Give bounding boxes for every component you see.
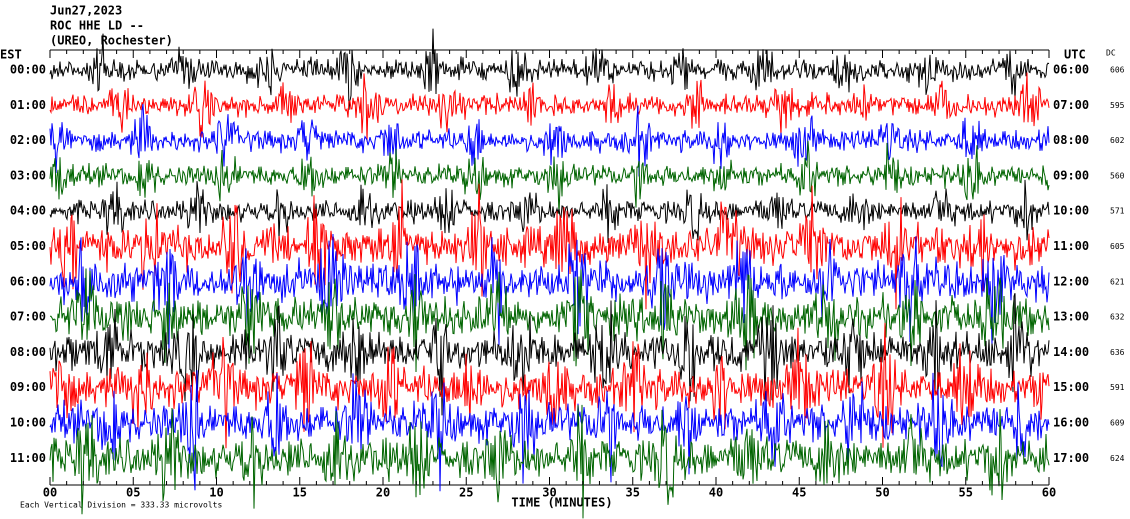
x-tick-label: 20 [376,486,390,500]
trace [49,140,1050,214]
est-label: 07:00 [10,310,46,324]
x-tick-label: 25 [459,486,473,500]
dc-label: 602 [1110,136,1125,145]
dc-title: DC [1106,49,1116,58]
x-tick-label: 05 [126,486,140,500]
dc-label: 560 [1110,171,1125,180]
dc-label: 605 [1110,242,1125,251]
traces [49,28,1050,519]
est-label: 05:00 [10,239,46,253]
trace [49,322,1050,449]
est-label: 08:00 [10,345,46,359]
dc-label: 632 [1110,313,1125,322]
dc-label: 621 [1110,277,1125,286]
est-label: 09:00 [10,380,46,394]
dc-label: 591 [1110,383,1125,392]
trace [49,28,1050,110]
x-tick-label: 00 [43,486,57,500]
station: ROC HHE LD -- [50,19,144,33]
location: (UREO, Rochester) [50,34,173,48]
trace [49,179,1050,244]
utc-label: 07:00 [1053,98,1089,112]
est-label: 00:00 [10,63,46,77]
est-label: 01:00 [10,98,46,112]
x-tick-label: 30 [542,486,556,500]
x-tick-label: 45 [792,486,806,500]
utc-label: 11:00 [1053,239,1089,253]
trace [49,370,1050,492]
x-tick-label: 40 [709,486,723,500]
dc-label: 636 [1110,348,1125,357]
right-axis-title: UTC [1064,48,1086,62]
utc-label: 06:00 [1053,63,1089,77]
x-tick-label: 50 [875,486,889,500]
dc-label: 606 [1110,66,1125,75]
dc-label: 571 [1110,207,1125,216]
x-axis-title: TIME (MINUTES) [511,496,612,510]
est-label: 11:00 [10,451,46,465]
est-label: 04:00 [10,204,46,218]
trace [49,179,1050,310]
dc-label: 595 [1110,101,1125,110]
trace [49,72,1050,142]
utc-label: 15:00 [1053,380,1089,394]
x-tick-label: 10 [209,486,223,500]
x-tick-label: 35 [626,486,640,500]
x-tick-label: 15 [293,486,307,500]
est-label: 02:00 [10,133,46,147]
trace [50,268,1050,373]
est-label: 06:00 [10,274,46,288]
x-tick-label: 60 [1042,486,1056,500]
utc-label: 12:00 [1053,274,1089,288]
utc-label: 08:00 [1053,133,1089,147]
utc-label: 14:00 [1053,345,1089,359]
est-label: 10:00 [10,416,46,430]
dc-label: 624 [1110,454,1125,463]
footer: Each Vertical Division = 333.33 microvol… [20,501,222,510]
date: Jun27,2023 [50,4,122,18]
utc-label: 13:00 [1053,310,1089,324]
trace [49,103,1050,177]
utc-label: 16:00 [1053,416,1089,430]
left-axis-title: EST [0,48,22,62]
trace [49,404,1050,519]
trace [49,233,1050,352]
utc-label: 17:00 [1053,451,1089,465]
utc-label: 09:00 [1053,168,1089,182]
utc-label: 10:00 [1053,204,1089,218]
dc-label: 609 [1110,419,1125,428]
est-label: 03:00 [10,168,46,182]
x-tick-label: 55 [959,486,973,500]
